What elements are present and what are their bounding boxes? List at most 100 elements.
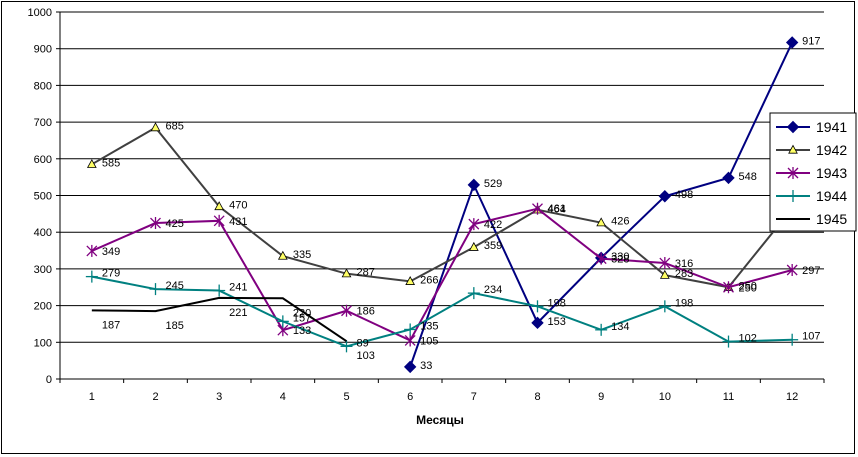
point-marker — [595, 323, 608, 336]
data-label: 33 — [420, 360, 432, 372]
y-tick-label: 800 — [34, 80, 52, 92]
data-label: 103 — [357, 350, 375, 362]
data-label: 134 — [611, 321, 629, 333]
data-label: 359 — [484, 240, 502, 252]
legend-label: 1941 — [816, 119, 847, 135]
point-marker — [404, 334, 416, 347]
point-marker — [531, 300, 544, 313]
x-tick-label: 11 — [723, 391, 734, 403]
data-label: 241 — [229, 282, 247, 294]
point-marker — [276, 315, 289, 328]
y-tick-label: 0 — [46, 374, 52, 386]
data-label: 426 — [611, 216, 629, 228]
point-marker — [785, 36, 799, 49]
x-tick-label: 9 — [598, 391, 604, 403]
point-marker — [659, 257, 671, 270]
point-marker — [149, 283, 162, 296]
data-label: 425 — [166, 218, 184, 230]
gridlines — [60, 11, 824, 343]
series-1944 — [85, 270, 799, 353]
series-1943 — [86, 202, 798, 347]
x-tick-label: 7 — [471, 391, 477, 403]
x-tick-label: 1 — [89, 391, 95, 403]
point-marker — [340, 340, 353, 353]
series-1941 — [403, 36, 799, 374]
point-marker — [787, 190, 799, 202]
data-label: 529 — [484, 178, 502, 190]
point-marker — [150, 217, 161, 230]
point-marker — [722, 171, 735, 185]
point-marker — [86, 244, 98, 257]
point-marker — [595, 252, 607, 265]
y-tick-label: 700 — [34, 117, 52, 129]
series-1945 — [91, 296, 348, 343]
point-marker — [85, 270, 98, 283]
data-label: 102 — [739, 333, 757, 345]
point-marker — [213, 214, 225, 227]
point-marker — [658, 190, 672, 203]
series-line — [91, 126, 793, 289]
point-marker — [658, 300, 671, 313]
data-label: 198 — [675, 297, 693, 309]
y-tick-label: 400 — [34, 227, 52, 239]
y-tick-label: 500 — [34, 191, 52, 203]
data-label: 431 — [229, 216, 247, 228]
y-tick-label: 900 — [34, 44, 52, 56]
point-marker — [467, 287, 480, 300]
x-axis-title: Месяцы — [416, 413, 464, 427]
data-label: 685 — [166, 121, 184, 133]
data-label: 585 — [102, 157, 120, 169]
point-marker — [403, 360, 417, 374]
data-label: 335 — [293, 249, 311, 261]
y-tick-label: 300 — [34, 264, 52, 276]
y-tick-label: 600 — [34, 154, 52, 166]
point-marker — [532, 202, 543, 215]
data-label: 328 — [611, 254, 629, 266]
point-marker — [404, 323, 417, 336]
series-line — [409, 42, 794, 368]
point-marker — [277, 250, 288, 260]
data-label: 283 — [675, 268, 693, 280]
data-label: 330 — [611, 251, 629, 263]
point-marker — [341, 268, 352, 278]
legend-label: 1944 — [816, 188, 847, 204]
legend-item-1941: 1941 — [776, 119, 847, 135]
point-marker — [468, 218, 480, 231]
data-label: 157 — [293, 312, 311, 324]
x-tick-label: 5 — [343, 391, 349, 403]
point-marker — [723, 281, 734, 294]
point-marker — [531, 316, 544, 330]
point-marker — [787, 167, 799, 179]
data-label: 548 — [739, 171, 757, 183]
data-label: 245 — [166, 280, 184, 292]
point-marker — [596, 217, 607, 227]
legend-label: 1942 — [816, 142, 847, 158]
point-marker — [86, 158, 97, 168]
x-tick-label: 3 — [216, 391, 222, 403]
data-label: 186 — [357, 306, 375, 318]
data-label: 153 — [548, 316, 566, 328]
data-label: 470 — [229, 200, 247, 212]
x-tick-label: 12 — [786, 391, 798, 403]
point-marker — [213, 284, 226, 297]
data-label: 498 — [675, 189, 693, 201]
point-marker — [786, 120, 800, 134]
legend-item-1942: 1942 — [776, 142, 847, 158]
x-tick-label: 10 — [659, 391, 671, 403]
data-label: 349 — [102, 246, 120, 258]
y-tick-label: 1000 — [28, 7, 52, 19]
legend-item-1945: 1945 — [776, 211, 847, 227]
series-line — [91, 275, 793, 348]
x-tick-label: 8 — [534, 391, 540, 403]
legend-label: 1945 — [816, 211, 847, 227]
point-marker — [786, 264, 798, 277]
data-label: 221 — [229, 307, 247, 319]
data-label: 89 — [357, 337, 369, 349]
point-marker — [786, 333, 799, 346]
point-marker — [788, 144, 798, 154]
data-label: 250 — [739, 280, 757, 292]
series-line — [91, 207, 793, 342]
